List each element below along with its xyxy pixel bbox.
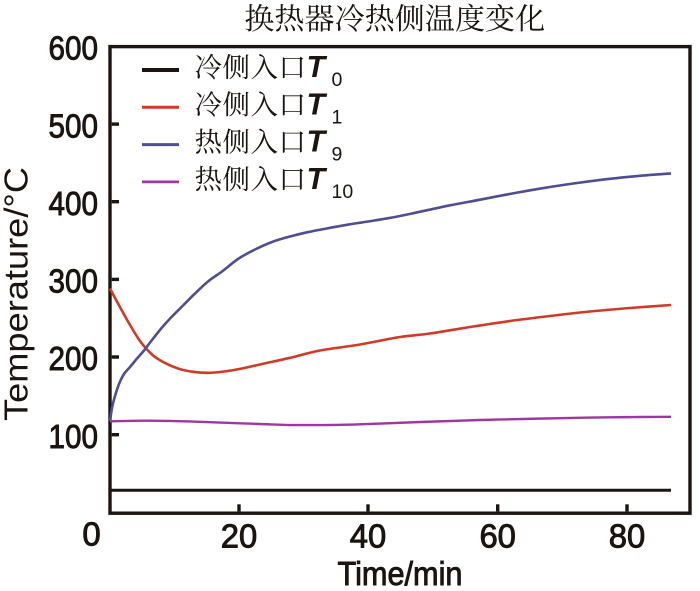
svg-text:0: 0 bbox=[332, 69, 343, 91]
svg-text:Time/min: Time/min bbox=[338, 555, 463, 591]
svg-text:200: 200 bbox=[49, 340, 99, 377]
svg-text:20: 20 bbox=[221, 518, 258, 555]
svg-text:9: 9 bbox=[332, 144, 343, 166]
svg-text:500: 500 bbox=[49, 107, 99, 144]
svg-text:10: 10 bbox=[332, 181, 354, 203]
svg-text:1: 1 bbox=[332, 106, 343, 128]
svg-text:T: T bbox=[307, 162, 328, 196]
svg-text:300: 300 bbox=[49, 263, 99, 300]
svg-text:100: 100 bbox=[49, 418, 99, 455]
svg-text:T: T bbox=[307, 50, 328, 84]
svg-text:Temperature/°C: Temperature/°C bbox=[0, 167, 35, 421]
svg-text:T: T bbox=[307, 87, 328, 121]
svg-text:400: 400 bbox=[49, 185, 99, 222]
svg-text:80: 80 bbox=[609, 518, 646, 555]
svg-text:0: 0 bbox=[82, 516, 100, 553]
svg-text:60: 60 bbox=[479, 518, 516, 555]
svg-text:T: T bbox=[307, 125, 328, 159]
svg-text:600: 600 bbox=[49, 30, 99, 67]
svg-text:40: 40 bbox=[350, 518, 387, 555]
